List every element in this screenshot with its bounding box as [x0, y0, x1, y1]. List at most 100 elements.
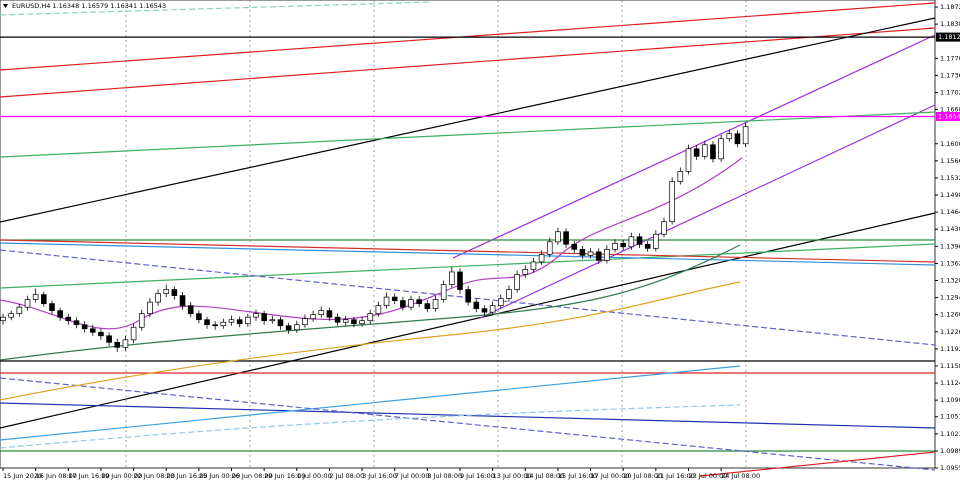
- chart-title: EURUSD,H4 1.16348 1.16579 1.16341 1.1654…: [12, 2, 166, 10]
- candle-body: [465, 289, 471, 303]
- x-tick-label: 7 Jul 00:00: [395, 472, 430, 480]
- candle-body: [65, 316, 72, 322]
- x-tick-label: 14 Jul 08:00: [525, 472, 564, 480]
- y-tick-label: 1.11580: [940, 362, 960, 370]
- x-tick-label: 23 Jul 00:00: [688, 472, 727, 480]
- y-tick-label: 1.10900: [940, 396, 960, 404]
- candle-body: [228, 319, 235, 323]
- price-tag: [936, 111, 960, 121]
- candle-body: [122, 339, 129, 348]
- x-tick-label: 1 Jul 00:00: [297, 472, 332, 480]
- y-tick-label: 1.17360: [940, 71, 960, 79]
- candle-body: [293, 324, 300, 331]
- candle-body: [440, 284, 447, 300]
- candle-body: [163, 289, 170, 294]
- candle-body: [8, 313, 14, 318]
- x-tick-label: 3 Jul 16:00: [362, 472, 397, 480]
- candle-body: [375, 305, 382, 315]
- y-tick-label: 1.16000: [940, 140, 960, 148]
- candle-body: [391, 296, 398, 301]
- candle-body: [734, 133, 741, 145]
- candle-body: [400, 300, 406, 308]
- candle-body: [114, 341, 121, 348]
- y-tick-label: 1.10570: [940, 413, 960, 421]
- candle-body: [155, 293, 161, 303]
- y-tick-label: 1.12940: [940, 294, 960, 302]
- candle-body: [236, 319, 243, 325]
- candle-body: [147, 301, 153, 315]
- y-tick-label: 1.11920: [940, 345, 960, 353]
- y-tick-label: 1.15320: [940, 174, 960, 182]
- candle-body: [481, 308, 488, 313]
- y-tick-label: 1.15660: [940, 157, 960, 165]
- y-tick-label: 1.13620: [940, 259, 960, 267]
- candle-body: [212, 324, 218, 327]
- candle-body: [571, 243, 578, 250]
- candle-body: [702, 144, 708, 157]
- candle-body: [285, 325, 292, 331]
- x-tick-label: 26 Jun 08:00: [232, 472, 273, 480]
- candle-body: [269, 319, 276, 322]
- x-tick-label: 29 Jun 16:00: [264, 472, 305, 480]
- candle-body: [653, 233, 659, 249]
- y-tick-label: 1.09890: [940, 447, 960, 455]
- y-tick-label: 1.17020: [940, 88, 960, 96]
- candle-body: [718, 138, 724, 160]
- y-tick-label: 1.11240: [940, 379, 960, 387]
- candle-body: [253, 313, 259, 318]
- candle-body: [693, 148, 700, 157]
- candle-body: [587, 251, 594, 256]
- candle-body: [171, 289, 178, 296]
- candle-body: [106, 335, 112, 343]
- y-tick-label: 1.10230: [940, 430, 960, 438]
- candle-body: [424, 303, 431, 309]
- y-tick-label: 1.12600: [940, 311, 960, 319]
- candle-body: [636, 236, 643, 245]
- y-tick-label: 1.17700: [940, 54, 960, 62]
- candle-body: [245, 316, 251, 325]
- candle-body: [489, 305, 496, 313]
- candle-body: [579, 248, 586, 256]
- x-tick-label: 13 Jul 00:00: [493, 472, 532, 480]
- x-tick-label: 15 Jun 2020: [3, 472, 42, 480]
- candle-body: [612, 242, 618, 250]
- candle-body: [726, 133, 733, 140]
- candle-body: [383, 296, 390, 306]
- x-tick-label: 21 Jul 16:00: [656, 472, 695, 480]
- candle-body: [138, 313, 145, 328]
- x-tick-label: 9 Jul 16:00: [460, 472, 495, 480]
- candle-body: [81, 324, 88, 330]
- x-tick-label: 22 Jun 08:00: [134, 472, 175, 480]
- candle-body: [318, 310, 325, 316]
- candle-body: [555, 231, 561, 243]
- x-tick-label: 17 Jul 00:00: [591, 472, 630, 480]
- candle-body: [196, 313, 202, 321]
- y-tick-label: 1.09550: [940, 464, 960, 472]
- x-tick-label: 17 Jun 16:00: [68, 472, 109, 480]
- candle-body: [24, 299, 31, 308]
- candle-body: [432, 299, 439, 309]
- y-tick-label: 1.14640: [940, 208, 960, 216]
- candle-body: [310, 314, 316, 320]
- drawn-objects: [0, 1, 936, 477]
- candle-body: [449, 271, 455, 285]
- candle-body: [89, 328, 96, 333]
- candle-body: [669, 181, 675, 223]
- candle-body: [302, 318, 308, 326]
- candle-body: [628, 236, 635, 248]
- candle-body: [187, 305, 194, 315]
- x-tick-label: 23 Jun 16:00: [166, 472, 207, 480]
- candle-body: [604, 248, 610, 261]
- candle-body: [351, 319, 357, 325]
- candle-body: [685, 148, 692, 172]
- candle-body: [408, 299, 414, 308]
- y-tick-label: 1.18720: [940, 3, 960, 11]
- candle-body: [179, 295, 186, 306]
- price-tag-label: 1.16543: [938, 112, 960, 120]
- candle-body: [16, 306, 23, 315]
- candle-body: [595, 251, 602, 261]
- candle-body: [677, 171, 684, 182]
- candle-body: [359, 320, 365, 325]
- candle-body: [334, 316, 341, 323]
- candle-body: [49, 303, 55, 312]
